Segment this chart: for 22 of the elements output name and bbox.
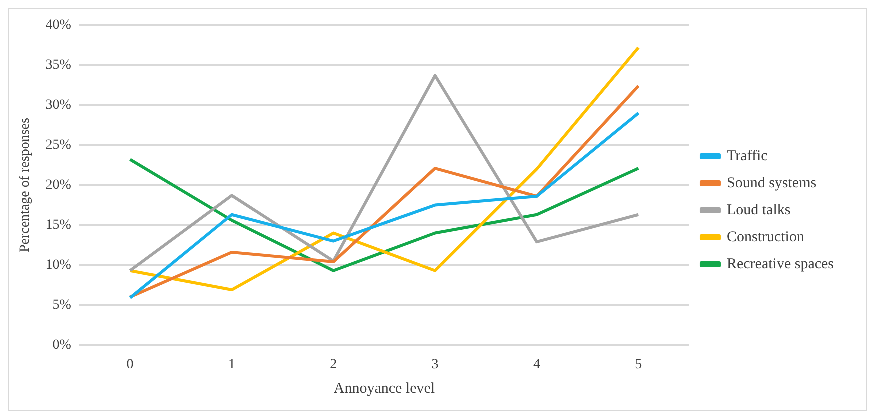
x-axis-title: Annoyance level [334, 380, 436, 397]
y-axis-title: Percentage of responses [18, 118, 34, 253]
x-tick-label: 2 [330, 357, 338, 372]
legend-label: Loud talks [726, 202, 791, 218]
y-tick-label: 30% [46, 98, 72, 114]
y-tick-label: 10% [46, 258, 72, 273]
y-tick-label: 5% [52, 298, 72, 313]
y-tick-label: 15% [46, 218, 72, 233]
legend-label: Sound systems [726, 175, 817, 192]
y-tick-label: 35% [46, 58, 72, 74]
y-tick-label: 40% [46, 18, 72, 34]
x-tick-label: 0 [126, 357, 134, 372]
x-tick-label: 5 [635, 357, 642, 372]
x-tick-label: 3 [432, 357, 439, 372]
y-tick-label: 25% [46, 138, 72, 153]
y-tick-label: 0% [52, 338, 72, 353]
legend-label: Traffic [726, 148, 768, 164]
y-tick-label: 20% [46, 178, 72, 193]
legend-label: Recreative spaces [726, 256, 834, 272]
legend-label: Construction [726, 229, 805, 246]
x-tick-label: 4 [533, 357, 540, 372]
x-tick-label: 1 [228, 357, 236, 372]
